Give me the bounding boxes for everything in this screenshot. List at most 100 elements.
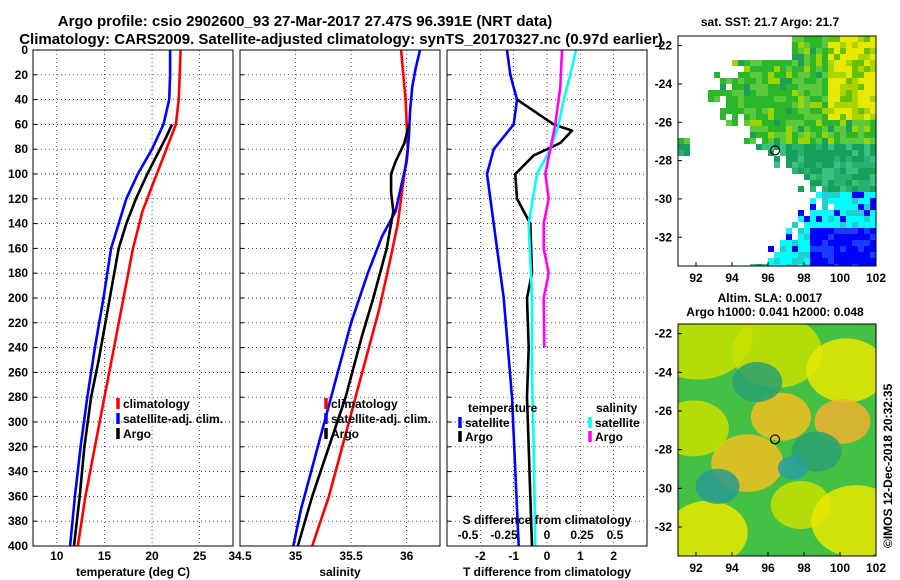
map-x-tick-label: 98 [797, 561, 811, 575]
sst-cell [750, 138, 756, 144]
sst-cell [768, 144, 774, 150]
sst-cell [858, 114, 864, 120]
legend-heading-salinity: salinity [596, 401, 638, 415]
sst-cell [810, 108, 816, 114]
sst-cell [798, 162, 804, 168]
sst-cell [810, 102, 816, 108]
sst-cell [852, 132, 858, 138]
sst-cell [822, 264, 828, 266]
sst-cell [750, 78, 756, 84]
sst-cell [810, 150, 816, 156]
sst-cell [798, 246, 804, 252]
depth-tick-label: 160 [8, 241, 28, 255]
sst-cell [858, 60, 864, 66]
sst-cell [840, 36, 846, 42]
sst-cell [762, 120, 768, 126]
sst-cell [816, 54, 822, 60]
sst-cell [804, 264, 810, 266]
sst-cell [858, 126, 864, 132]
sst-cell [810, 36, 816, 42]
sst-cell [792, 246, 798, 252]
sst-cell [756, 84, 762, 90]
sst-cell [762, 72, 768, 78]
sst-cell [834, 210, 840, 216]
sst-cell [804, 126, 810, 132]
sst-cell [732, 96, 738, 102]
sst-cell [852, 252, 858, 258]
sst-cell [822, 108, 828, 114]
sst-cell [828, 144, 834, 150]
depth-tick-label: 180 [8, 266, 28, 280]
sst-cell [804, 138, 810, 144]
sst-cell [786, 252, 792, 258]
sst-cell [834, 66, 840, 72]
sst-cell [858, 48, 864, 54]
sst-cell [798, 240, 804, 246]
sst-cell [858, 252, 864, 258]
sst-cell [768, 84, 774, 90]
map-body [678, 324, 876, 556]
sst-cell [822, 246, 828, 252]
sst-cell [828, 108, 834, 114]
sst-cell [828, 60, 834, 66]
sst-cell [840, 138, 846, 144]
sst-cell [816, 156, 822, 162]
sst-cell [840, 228, 846, 234]
sst-cell [840, 48, 846, 54]
sst-cell [774, 90, 780, 96]
sst-cell [864, 66, 870, 72]
sst-cell [852, 156, 858, 162]
sst-cell [768, 108, 774, 114]
sst-cell [738, 60, 744, 66]
sst-cell [828, 258, 834, 264]
sst-cell [816, 84, 822, 90]
sst-cell [840, 192, 846, 198]
sst-cell [774, 102, 780, 108]
sst-cell [780, 258, 786, 264]
sst-cell [840, 204, 846, 210]
sst-cell [858, 132, 864, 138]
sst-cell [798, 54, 804, 60]
map-y-tick-label: -26 [655, 404, 673, 418]
sst-cell [870, 174, 876, 180]
sst-cell [768, 120, 774, 126]
sla-blob [777, 455, 808, 480]
sst-cell [840, 66, 846, 72]
sst-cell [822, 204, 828, 210]
sst-cell [822, 60, 828, 66]
sst-cell [840, 246, 846, 252]
legend-label: climatology [331, 397, 398, 411]
x-axis-label: salinity [319, 565, 361, 579]
depth-tick-label: 320 [8, 440, 28, 454]
sst-cell [828, 210, 834, 216]
sst-cell [852, 264, 858, 266]
sst-cell [864, 240, 870, 246]
sst-cell [810, 144, 816, 150]
series-line-satellite-adj-clim- [68, 50, 172, 547]
sst-cell [762, 96, 768, 102]
sst-cell [750, 102, 756, 108]
sst-cell [858, 186, 864, 192]
map-y-tick-label: -26 [655, 115, 673, 129]
sst-cell [786, 240, 792, 246]
sst-cell [762, 84, 768, 90]
sst-cell [798, 216, 804, 222]
sst-cell [834, 144, 840, 150]
sst-cell [798, 210, 804, 216]
sst-cell [792, 252, 798, 258]
sst-cell [768, 132, 774, 138]
sst-cell [750, 114, 756, 120]
sst-cell [864, 192, 870, 198]
sst-cell [828, 138, 834, 144]
sst-cell [810, 126, 816, 132]
sst-cell [870, 48, 876, 54]
sst-cell [792, 84, 798, 90]
sst-cell [786, 120, 792, 126]
sst-cell [810, 84, 816, 90]
sst-cell [822, 150, 828, 156]
x-axis-label: T difference from climatology [463, 565, 631, 579]
sst-cell [870, 108, 876, 114]
sst-cell [804, 36, 810, 42]
sst-cell [750, 84, 756, 90]
sst-cell [858, 162, 864, 168]
